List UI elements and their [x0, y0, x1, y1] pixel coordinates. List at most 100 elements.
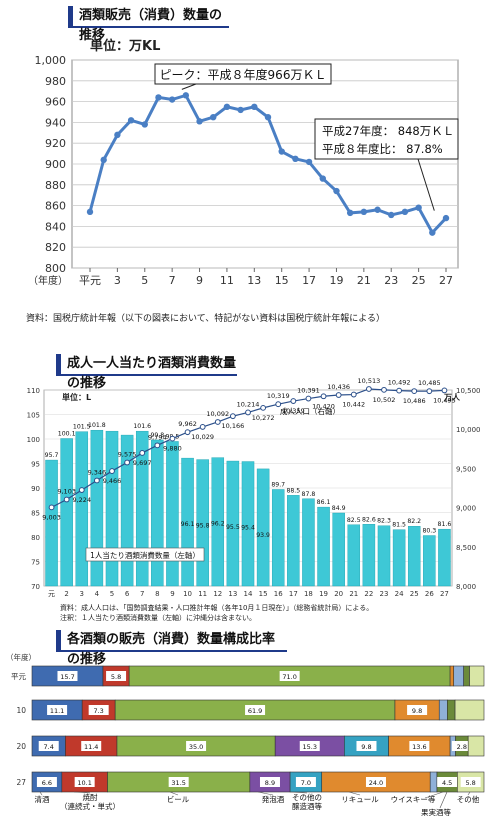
per-capita-bar-label: 100.1	[58, 431, 76, 438]
data-point	[251, 103, 258, 111]
y-left-tick-label: 105	[27, 412, 40, 420]
segment-label-bg	[186, 741, 207, 751]
data-point	[442, 214, 450, 222]
segment-label-bg	[88, 705, 109, 715]
population-label: 10,420	[312, 402, 335, 410]
category-label: 醸造酒等	[292, 801, 322, 811]
segment-label: 71.0	[282, 673, 296, 681]
per-capita-bar-label: 99.8	[150, 432, 164, 439]
per-capita-bar	[423, 535, 436, 587]
left-unit-label: 単位：L	[62, 392, 91, 402]
per-capita-bar	[75, 431, 89, 587]
population-label: 9,224	[72, 496, 91, 504]
population-point	[350, 391, 357, 398]
category-leader	[257, 791, 274, 796]
data-point	[292, 155, 299, 162]
x-tick-label: 27	[439, 274, 453, 287]
population-label: 9,697	[133, 459, 152, 467]
x-tick-label: 17	[289, 590, 298, 598]
category-label: ウイスキー等	[391, 794, 436, 804]
per-capita-bar	[241, 461, 255, 587]
x-tick-label: 26	[425, 590, 434, 598]
segment-label-bg	[81, 741, 102, 751]
y-left-tick-label: 70	[31, 583, 40, 591]
x-tick-label: 10	[183, 590, 192, 598]
population-label: 9,346	[88, 468, 107, 476]
per-capita-bar-label: 101.8	[88, 422, 106, 429]
per-capita-bar	[317, 506, 330, 587]
per-capita-bar	[45, 459, 58, 587]
per-capita-bar-label: 87.8	[302, 491, 316, 498]
category-label: その他の	[292, 792, 322, 802]
data-point	[86, 208, 94, 216]
y-right-tick-label: 10,000	[456, 426, 481, 434]
chart1-title: 酒類販売（消費）数量の推移	[68, 6, 229, 43]
segment-label-bg	[451, 741, 472, 751]
population-point	[139, 450, 146, 456]
per-capita-bar	[332, 512, 345, 587]
population-point	[426, 388, 433, 395]
segment-label-bg	[74, 777, 95, 787]
category-label: リキュール	[341, 795, 379, 804]
data-point	[401, 208, 409, 216]
population-point	[335, 392, 342, 398]
population-label: 10,485	[418, 379, 441, 387]
y-tick-label: 840	[45, 220, 66, 233]
data-point	[127, 117, 135, 124]
population-point	[275, 401, 282, 408]
population-label: 10,214	[237, 400, 260, 408]
x-tick-label: 5	[110, 590, 114, 598]
population-point	[229, 413, 236, 420]
segment-label: 10.1	[77, 779, 91, 787]
category-leader	[439, 791, 448, 809]
per-capita-bar	[287, 495, 300, 587]
per-capita-bar-label: 81.5	[392, 522, 406, 529]
x-tick-label: 22	[364, 590, 373, 598]
segment-label-bg	[38, 741, 59, 751]
row-label: 20	[16, 742, 26, 751]
segment	[447, 699, 456, 721]
per-capita-bar-label: 82.6	[362, 516, 376, 523]
per-capita-bar-label: 95.5	[226, 524, 240, 531]
y-tick-label: 820	[45, 241, 66, 254]
segment-label-bg	[259, 777, 280, 787]
x-tick-label: 14	[244, 590, 253, 598]
y-tick-label: 860	[45, 200, 66, 213]
population-label: 10,092	[206, 410, 229, 418]
category-leader	[467, 791, 471, 796]
data-point	[196, 118, 203, 125]
segment-label-bg	[295, 777, 316, 787]
segment-label: 9.8	[412, 707, 422, 715]
population-point	[78, 487, 85, 493]
y-tick-label: 940	[45, 116, 66, 129]
data-point	[388, 211, 395, 219]
population-label: 10,166	[222, 422, 245, 430]
category-label: その他	[457, 794, 480, 804]
population-point	[411, 388, 418, 394]
per-capita-bar	[211, 457, 225, 587]
x-tick-label: 19	[319, 590, 328, 598]
x-tick-label: 20	[334, 590, 343, 598]
data-point	[182, 92, 190, 99]
segment-label-bg	[47, 705, 68, 715]
x-tick-label: 7	[140, 590, 144, 598]
per-capita-bar-label: 101.5	[73, 424, 91, 431]
per-capita-bar	[302, 498, 315, 587]
segment-label: 4.5	[442, 779, 452, 787]
per-capita-bar	[347, 524, 361, 587]
per-capita-bar	[271, 489, 285, 587]
population-point	[396, 387, 403, 394]
y-right-tick-label: 9,000	[456, 505, 476, 513]
data-point	[429, 229, 436, 236]
per-capita-bar-label: 96.1	[181, 521, 195, 528]
y-right-tick-label: 8,500	[456, 544, 476, 552]
population-point	[109, 468, 115, 474]
x-tick-label: 13	[247, 274, 261, 287]
y-tick-label: 960	[45, 96, 66, 109]
population-label: 10,272	[252, 414, 275, 422]
population-label: 9,880	[163, 445, 182, 453]
latest-callout-box	[314, 118, 459, 160]
per-capita-bar-label: 82.3	[377, 518, 391, 525]
category-label: 果実酒等	[421, 807, 451, 817]
per-capita-bar	[392, 529, 406, 587]
